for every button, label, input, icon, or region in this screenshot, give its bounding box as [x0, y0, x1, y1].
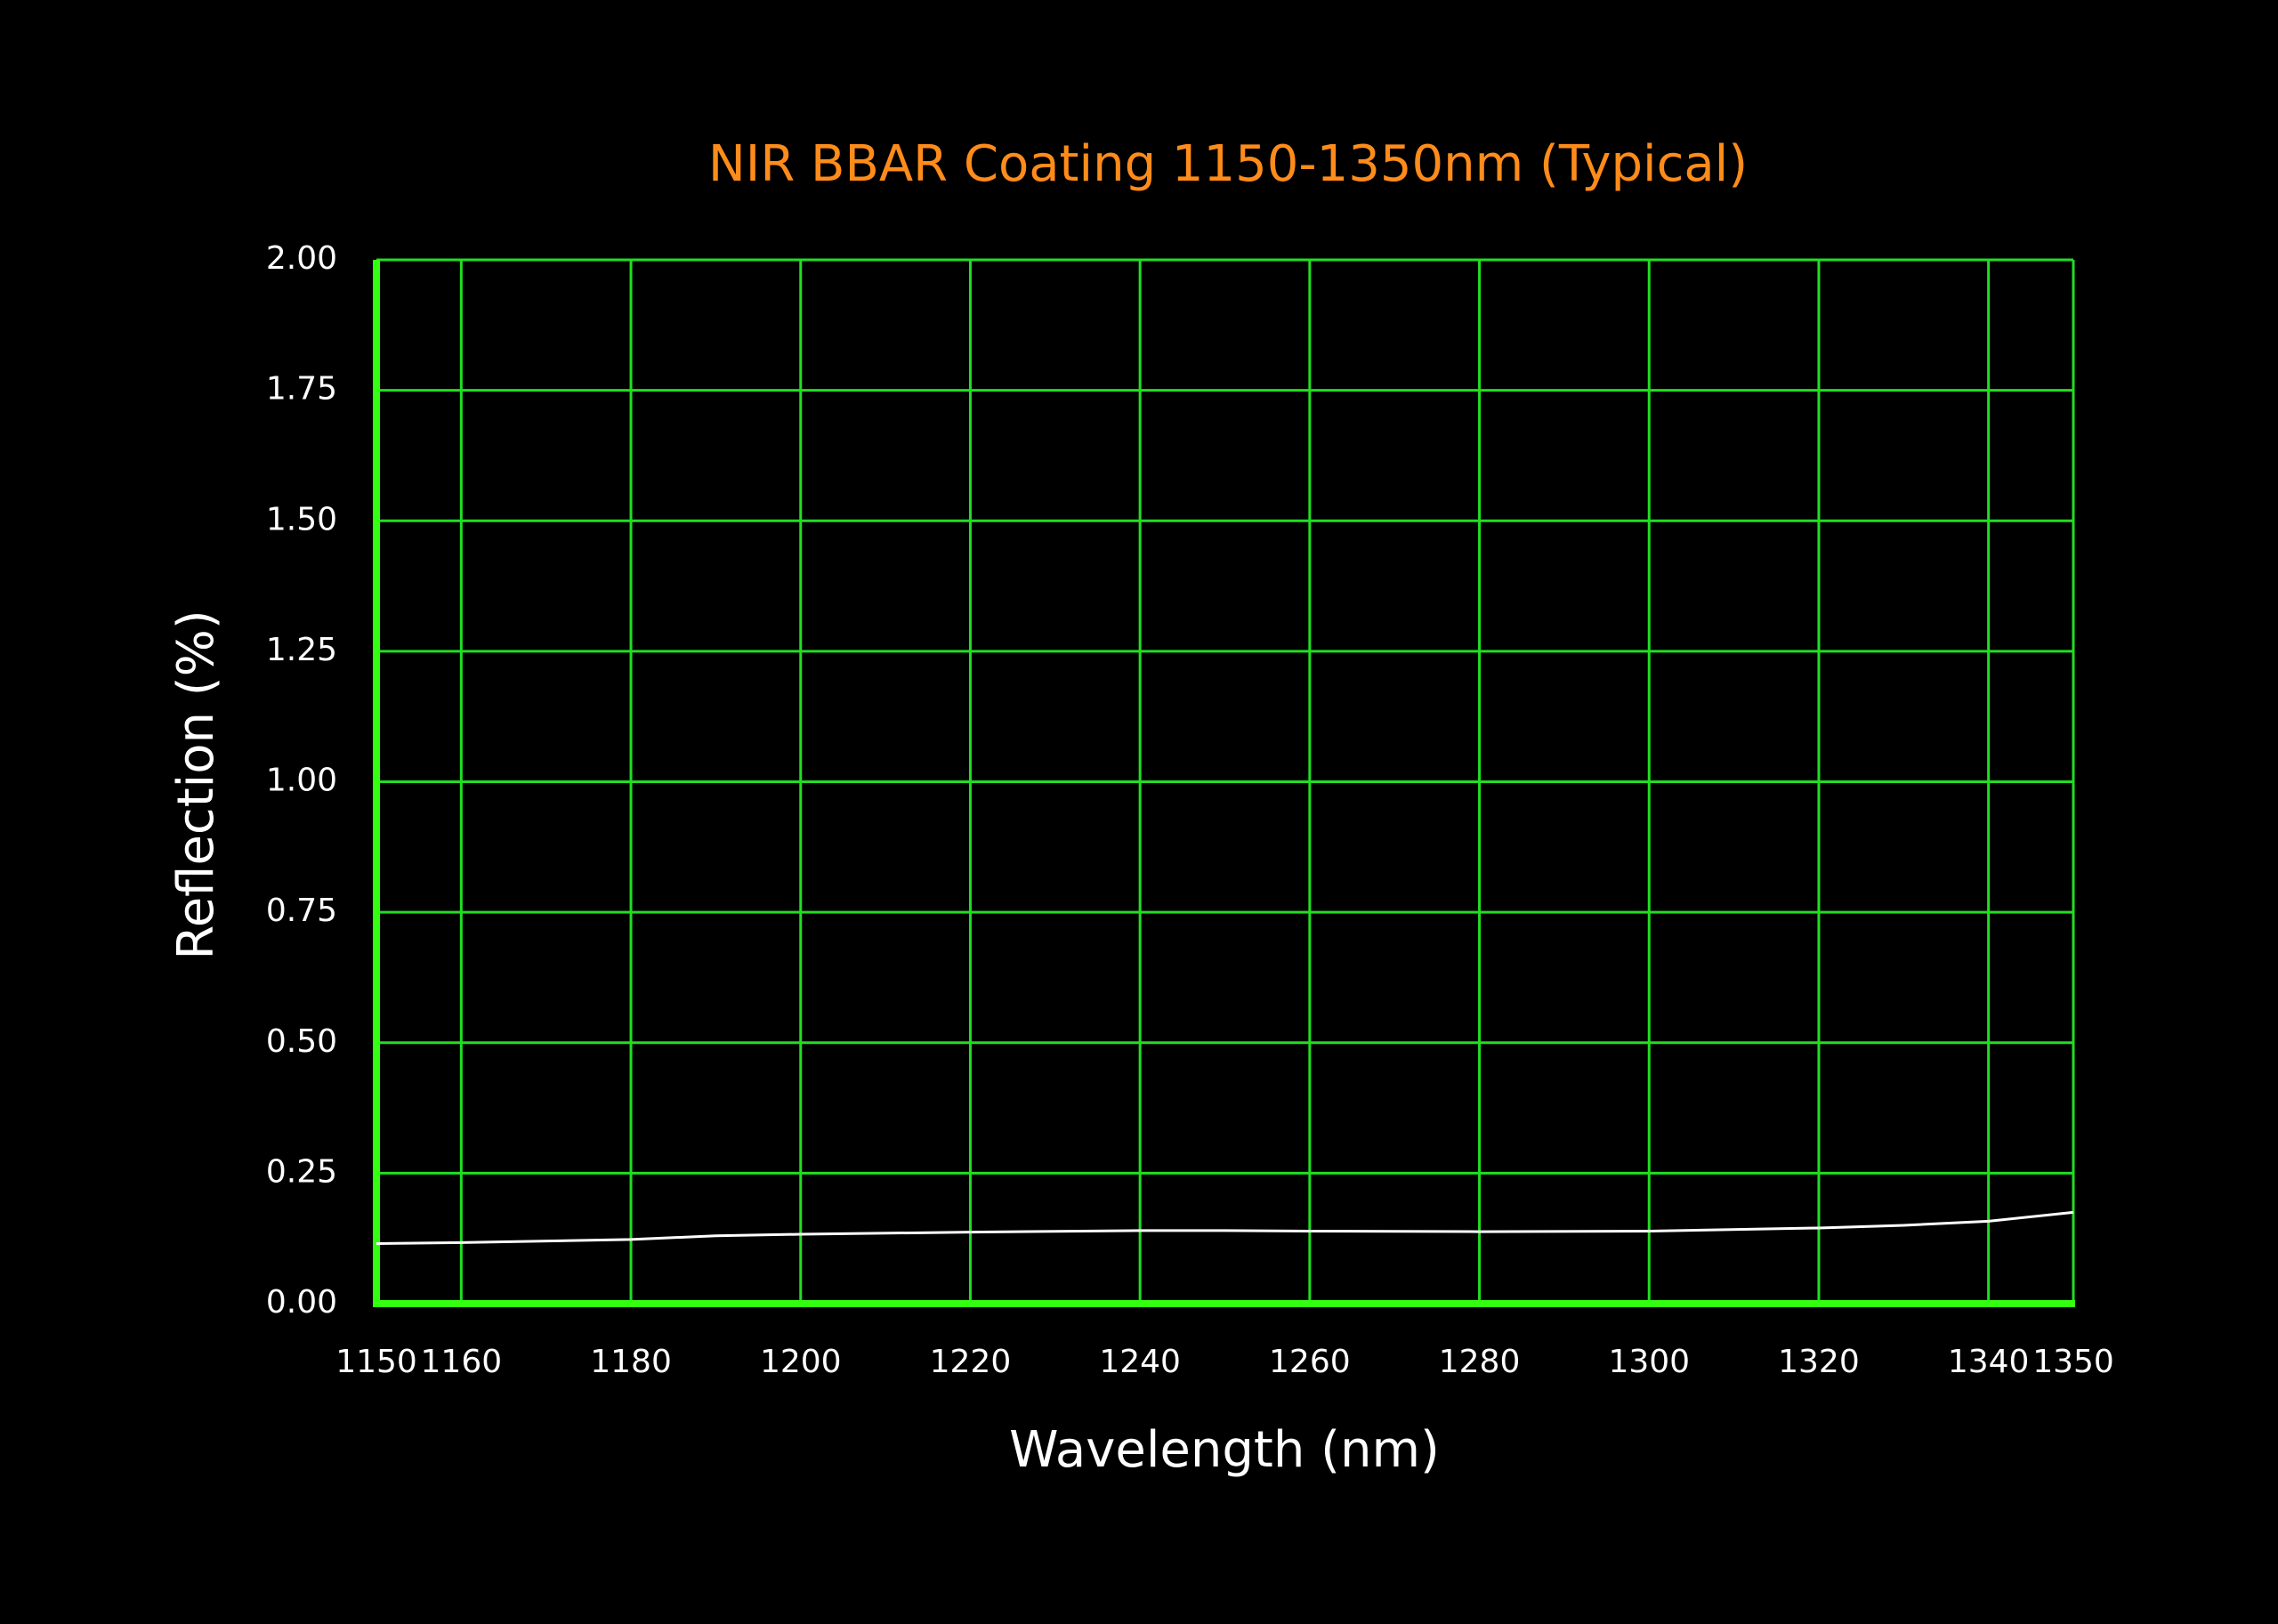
x-tick-label: 1150 — [335, 1344, 417, 1380]
x-tick-label: 1240 — [1099, 1344, 1181, 1380]
y-tick-label: 1.25 — [266, 632, 337, 668]
x-tick-label: 1320 — [1778, 1344, 1860, 1380]
x-axis-label: Wavelength (nm) — [1009, 1421, 1440, 1479]
data-line — [376, 1210, 2074, 1246]
x-tick-label: 1280 — [1439, 1344, 1521, 1380]
x-tick-label: 1160 — [421, 1344, 503, 1380]
y-tick-label: 1.00 — [266, 763, 337, 799]
x-tick-label: 1300 — [1608, 1344, 1690, 1380]
y-tick-label: 0.00 — [266, 1284, 337, 1321]
chart-title: NIR BBAR Coating 1150-1350nm (Typical) — [708, 135, 1748, 193]
x-tick-label: 1260 — [1269, 1344, 1351, 1380]
x-tick-label: 1340 — [1948, 1344, 2030, 1380]
y-axis-label: Reflection (%) — [167, 610, 225, 959]
y-tick-label: 0.50 — [266, 1023, 337, 1060]
x-tick-label: 1180 — [590, 1344, 672, 1380]
y-tick-label: 1.75 — [266, 371, 337, 408]
x-tick-label: 1350 — [2032, 1344, 2114, 1380]
y-tick-label: 1.50 — [266, 501, 337, 537]
x-tick-label: 1220 — [930, 1344, 1012, 1380]
y-tick-label: 0.25 — [266, 1153, 337, 1190]
x-tick-label: 1200 — [760, 1344, 842, 1380]
y-tick-label: 2.00 — [266, 240, 337, 277]
y-tick-label: 0.75 — [266, 893, 337, 929]
